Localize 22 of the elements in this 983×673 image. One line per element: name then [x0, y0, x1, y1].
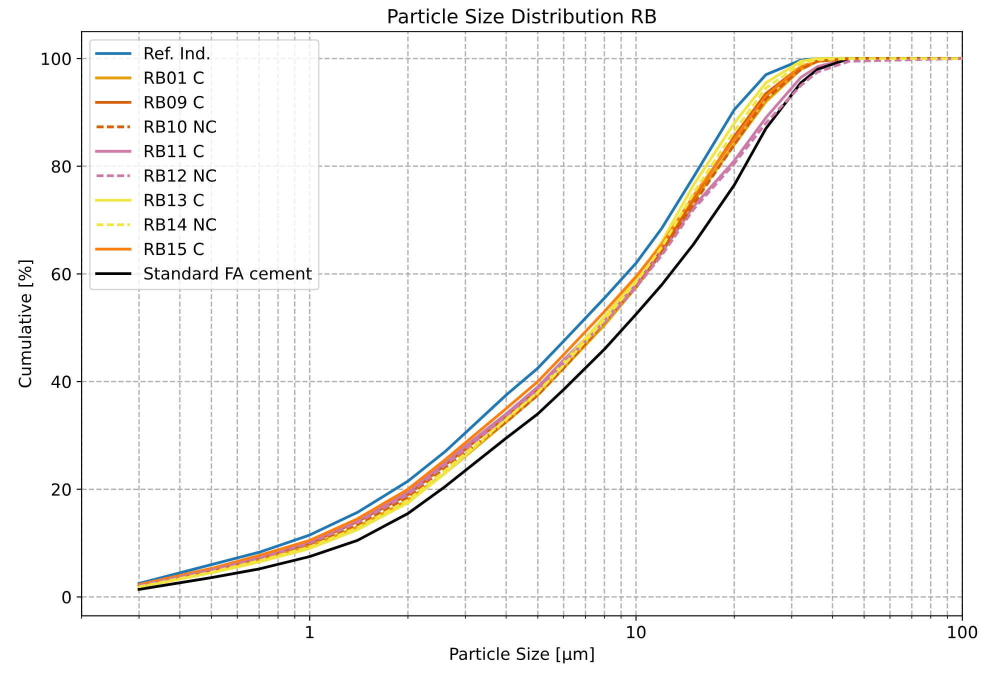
y-tick-label: 60	[52, 268, 71, 280]
x-tick-label: 100	[948, 626, 978, 638]
y-axis-title: Cumulative [%]	[18, 260, 34, 388]
y-tick-label: 40	[51, 376, 71, 388]
legend-label: RB10 NC	[144, 120, 216, 133]
legend-label: RB15 C	[144, 242, 204, 256]
legend-label: Ref. Ind.	[144, 46, 210, 60]
legend-label: RB01 C	[144, 71, 204, 84]
legend-label: RB14 NC	[144, 218, 216, 231]
y-tick-label: 100	[42, 52, 71, 66]
y-tick-label: 0	[62, 590, 71, 604]
chart-title: Particle Size Distribution RB	[388, 8, 656, 24]
legend-label: RB12 NC	[144, 169, 216, 182]
legend-label: RB13 C	[144, 194, 204, 206]
y-tick-label: 20	[52, 483, 71, 496]
x-axis-title: Particle Size [µm]	[450, 647, 594, 664]
x-tick-label: 10	[627, 626, 646, 638]
legend-label: RB09 C	[144, 96, 204, 108]
legend-label: Standard FA cement	[144, 266, 312, 280]
y-tick-label: 80	[52, 160, 71, 173]
x-tick-label: 1	[306, 626, 314, 638]
legend-label: RB11 C	[144, 144, 204, 158]
